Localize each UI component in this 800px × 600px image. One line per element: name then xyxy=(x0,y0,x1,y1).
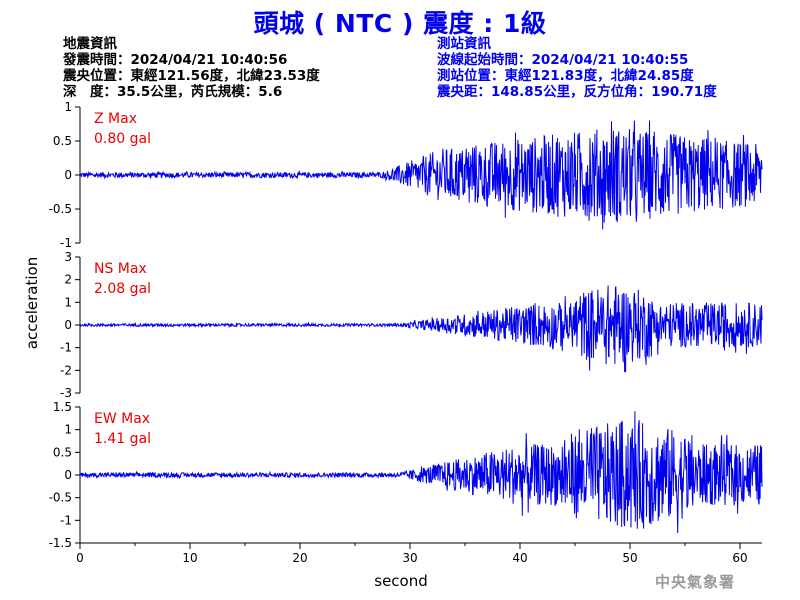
x-tick-label: 50 xyxy=(622,551,637,565)
earthquake-info-header: 地震資訊 xyxy=(63,36,117,52)
y-tick-label: -1 xyxy=(60,236,72,250)
y-tick-label: 2 xyxy=(64,273,72,287)
agency-name: 中央氣象署 xyxy=(655,573,736,591)
series-name-label: Z Max xyxy=(94,111,137,127)
y-tick-label: -0.5 xyxy=(49,202,72,216)
x-tick-label: 0 xyxy=(76,551,84,565)
station-info-header: 測站資訊 xyxy=(437,36,491,52)
trace-z-max xyxy=(79,120,763,230)
y-tick-label: 1.5 xyxy=(53,400,72,414)
y-axis-label: acceleration xyxy=(23,257,41,349)
earthquake-info: 地震資訊 發震時間：2024/04/21 10:40:56 震央位置：東經121… xyxy=(63,36,320,100)
trace-ew-max xyxy=(79,411,763,534)
distance-azimuth: 震央距：148.85公里，反方位角：190.71度 xyxy=(437,84,717,100)
y-tick-label: 1 xyxy=(64,295,72,309)
max-value-label: 1.41 gal xyxy=(94,431,151,447)
max-value-label: 2.08 gal xyxy=(94,281,151,297)
y-tick-label: 1 xyxy=(64,100,72,114)
y-tick-label: 1 xyxy=(64,423,72,437)
x-tick-label: 10 xyxy=(182,551,197,565)
y-tick-label: -1.5 xyxy=(49,536,72,550)
chart-title: 頭城 ( NTC ) 震度 : 1級 xyxy=(253,9,547,38)
max-value-label: 0.80 gal xyxy=(94,131,151,147)
y-tick-label: -0.5 xyxy=(49,491,72,505)
x-tick-label: 30 xyxy=(402,551,417,565)
depth-magnitude: 深 度：35.5公里，芮氏規模：5.6 xyxy=(63,84,283,100)
y-tick-label: 0.5 xyxy=(53,134,72,148)
x-axis-label: second xyxy=(374,572,428,590)
y-tick-label: 0 xyxy=(64,168,72,182)
y-tick-label: -2 xyxy=(60,363,72,377)
wave-start-time: 波線起始時間：2024/04/21 10:40:55 xyxy=(437,52,689,68)
y-tick-label: -3 xyxy=(60,386,72,400)
trace-ns-max xyxy=(79,285,763,373)
x-tick-label: 40 xyxy=(512,551,527,565)
y-tick-label: 0 xyxy=(64,318,72,332)
station-location: 測站位置：東經121.83度，北緯24.85度 xyxy=(437,68,694,84)
y-tick-label: -1 xyxy=(60,513,72,527)
series-name-label: NS Max xyxy=(94,261,147,277)
y-tick-label: 3 xyxy=(64,250,72,264)
station-info: 測站資訊 波線起始時間：2024/04/21 10:40:55 測站位置：東經1… xyxy=(437,36,717,100)
epicenter-location: 震央位置：東經121.56度，北緯23.53度 xyxy=(63,68,320,84)
x-tick-label: 60 xyxy=(732,551,747,565)
y-tick-label: -1 xyxy=(60,341,72,355)
y-tick-label: 0.5 xyxy=(53,445,72,459)
x-tick-label: 20 xyxy=(292,551,307,565)
origin-time: 發震時間：2024/04/21 10:40:56 xyxy=(63,52,288,68)
series-name-label: EW Max xyxy=(94,411,150,427)
y-tick-label: 0 xyxy=(64,468,72,482)
